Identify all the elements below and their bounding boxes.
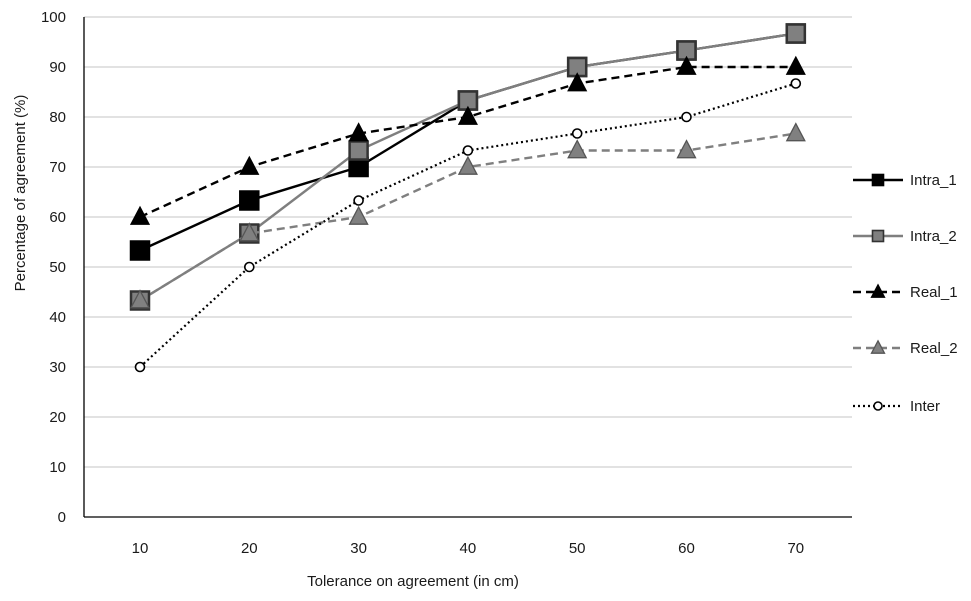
data-point xyxy=(239,190,260,211)
series-inter xyxy=(134,78,802,373)
legend-marker xyxy=(873,401,883,411)
gridlines xyxy=(84,16,852,468)
data-point xyxy=(239,155,260,175)
data-point xyxy=(676,55,697,75)
legend-label: Real_2 xyxy=(910,340,958,357)
y-tick-label: 70 xyxy=(49,159,66,176)
legend-marker xyxy=(870,283,886,298)
legend-entry: Real_1 xyxy=(853,283,958,301)
series-line xyxy=(139,82,797,368)
x-tick-label: 10 xyxy=(132,540,149,557)
legend-entry: Real_2 xyxy=(853,339,958,357)
y-tick-label: 80 xyxy=(49,109,66,126)
legend-marker xyxy=(871,229,885,243)
x-axis-title: Tolerance on agreement (in cm) xyxy=(307,573,519,590)
legend-marker xyxy=(871,173,885,187)
data-point xyxy=(129,205,151,225)
series-line xyxy=(139,65,796,219)
data-point xyxy=(681,111,692,123)
x-tick-label: 70 xyxy=(787,540,804,557)
series-intra-1 xyxy=(129,23,807,261)
legend-marker xyxy=(870,339,886,354)
legend-entry: Intra_1 xyxy=(853,172,957,189)
series-line xyxy=(139,32,796,252)
data-point xyxy=(348,122,369,142)
data-point xyxy=(348,205,369,225)
y-tick-label: 60 xyxy=(49,209,66,226)
y-tick-label: 90 xyxy=(49,59,66,76)
y-axis-title: Percentage of agreement (%) xyxy=(12,95,29,292)
series-group xyxy=(129,23,807,373)
y-tick-label: 40 xyxy=(49,309,66,326)
data-point xyxy=(348,140,369,161)
data-point xyxy=(239,222,260,242)
x-tick-label: 60 xyxy=(678,540,695,557)
data-point xyxy=(785,55,806,75)
data-point xyxy=(567,139,588,159)
data-point xyxy=(790,78,802,89)
x-tick-label: 40 xyxy=(460,540,477,557)
data-point xyxy=(462,145,474,156)
data-point xyxy=(244,261,255,273)
y-tick-label: 100 xyxy=(41,9,66,26)
series-real-2 xyxy=(129,122,806,309)
y-tick-label: 30 xyxy=(49,359,66,376)
legend-entry: Intra_2 xyxy=(853,228,957,245)
data-point xyxy=(457,105,478,125)
data-point xyxy=(785,122,806,142)
axes: 0 10 20 30 40 50 60 70 80 90 100 10 20 30 40 50 60 70 xyxy=(41,9,852,557)
data-point xyxy=(571,128,583,139)
legend-label: Inter xyxy=(910,398,940,415)
data-point xyxy=(129,289,151,309)
data-point xyxy=(785,23,807,44)
y-tick-label: 20 xyxy=(49,409,66,426)
data-point xyxy=(353,195,364,206)
x-tick-label: 50 xyxy=(569,540,586,557)
legend-label: Real_1 xyxy=(910,284,958,301)
x-tick-label: 20 xyxy=(241,540,258,557)
legend-entry: Inter xyxy=(853,398,940,415)
data-point xyxy=(129,240,151,261)
y-tick-label: 0 xyxy=(58,509,66,526)
legend-label: Intra_2 xyxy=(910,228,957,245)
y-tick-label: 50 xyxy=(49,259,66,276)
legend-label: Intra_1 xyxy=(910,172,957,189)
data-point xyxy=(567,72,588,92)
data-point xyxy=(134,361,146,373)
data-point xyxy=(457,155,478,175)
data-point xyxy=(676,139,697,159)
x-tick-label: 30 xyxy=(350,540,367,557)
y-tick-label: 10 xyxy=(49,459,66,476)
legend: Intra_1 Intra_2 Real_1 Real_2 Inter xyxy=(853,172,958,415)
series-real-1 xyxy=(129,55,806,225)
